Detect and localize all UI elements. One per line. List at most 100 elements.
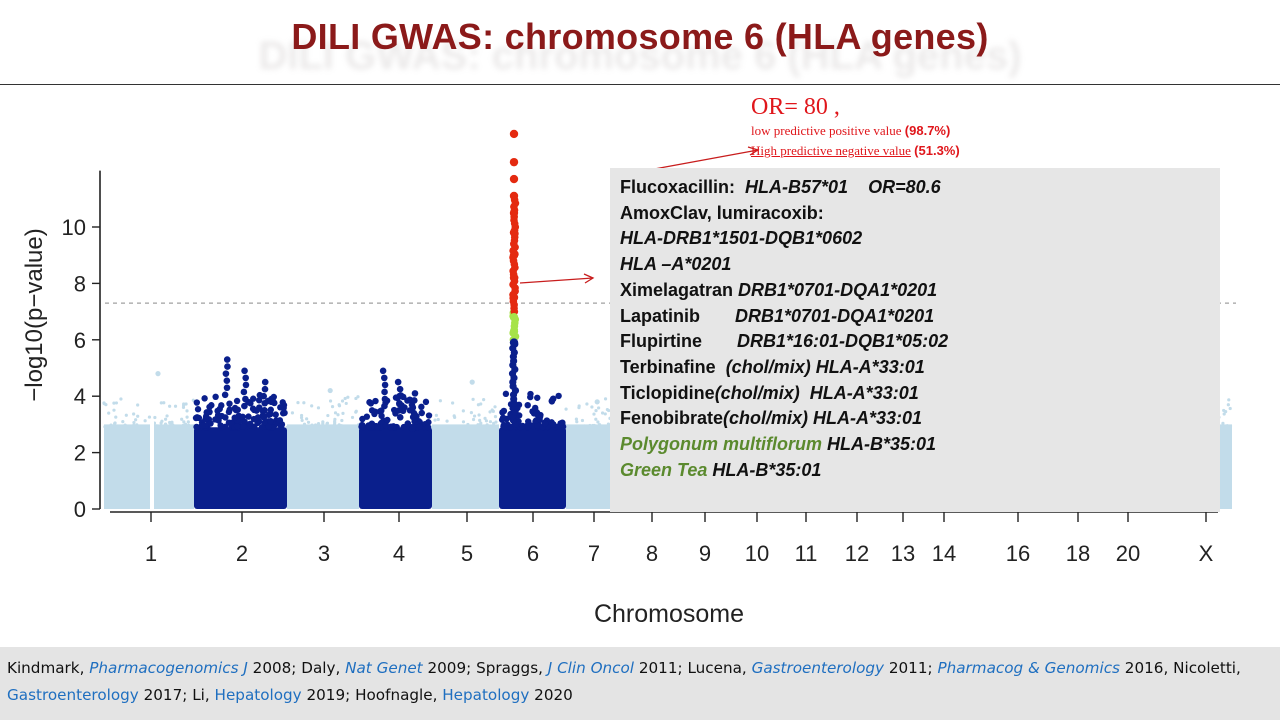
snp-point: [390, 406, 398, 414]
hla-allele: (chol/mix) HLA-A*33:01: [714, 382, 919, 403]
snp-point: [339, 425, 343, 429]
snp-point: [396, 392, 403, 400]
snp-point: [534, 422, 541, 429]
x-tick-label: 5: [461, 541, 473, 566]
snp-point: [541, 420, 549, 427]
snp-point: [157, 425, 162, 429]
drug-row: HLA –A*0201: [620, 252, 948, 278]
snp-point: [147, 415, 152, 419]
chromosome-4-band: [359, 427, 432, 509]
snp-point: [260, 414, 268, 421]
drug-name: Ticlopidine: [620, 382, 715, 403]
snp-point: [436, 417, 440, 422]
snp-point: [113, 421, 117, 426]
snp-point: [603, 412, 607, 416]
snp-point: [296, 401, 300, 405]
x-axis-label: Chromosome: [594, 600, 744, 628]
snp-point: [212, 416, 219, 423]
snp-point: [330, 405, 335, 409]
snp-point: [272, 411, 279, 418]
reference-journal: Hepatology: [442, 686, 530, 704]
snp-point: [378, 412, 385, 420]
y-tick-label: 8: [74, 271, 86, 296]
top-hit-points-layer: [508, 129, 520, 428]
reference-author: Lucena,: [687, 659, 752, 677]
snp-point: [155, 424, 159, 428]
x-tick-label: 18: [1066, 541, 1090, 566]
top-hit-point: [509, 157, 519, 167]
snp-point: [350, 415, 355, 420]
snp-point: [289, 425, 294, 429]
chromosome-2-band: [194, 427, 287, 509]
reference-author: Nicoletti,: [1173, 659, 1241, 677]
snp-point: [425, 412, 433, 419]
snp-point: [488, 410, 492, 414]
hla-allele: HLA-DRB1*1501-DQB1*0602: [620, 228, 863, 249]
snp-point: [525, 418, 532, 425]
x-tick-label: 2: [236, 541, 248, 566]
x-tick-label: 6: [527, 541, 539, 566]
drug-name: Flucoxacillin:: [620, 177, 746, 197]
snp-point: [132, 420, 136, 425]
ppv-line: low predictive positive value (98.7%): [751, 121, 960, 141]
snp-point: [600, 411, 605, 415]
snp-point: [566, 425, 570, 429]
snp-point: [439, 424, 444, 428]
snp-point: [603, 397, 608, 401]
snp-point: [121, 420, 125, 424]
snp-point: [365, 423, 373, 430]
snp-point: [379, 367, 387, 375]
snp-point: [207, 420, 214, 427]
x-tick-label: 10: [745, 541, 769, 566]
snp-point: [212, 393, 219, 401]
snp-point: [447, 425, 451, 429]
x-tick-label: X: [1199, 541, 1214, 566]
snp-point: [434, 425, 438, 429]
snp-point: [471, 417, 476, 422]
snp-point: [221, 391, 229, 399]
snp-point: [471, 397, 475, 401]
snp-point: [193, 423, 200, 431]
snp-point: [260, 392, 267, 400]
snp-point: [342, 425, 347, 429]
y-tick-labels: 0 2 4 6 8 10: [62, 215, 86, 522]
x-tick-label: 20: [1116, 541, 1140, 566]
snp-point: [418, 409, 425, 417]
snp-point: [226, 400, 233, 407]
snp-point: [132, 423, 136, 427]
snp-point: [582, 424, 587, 428]
reference-author: Li,: [192, 686, 215, 704]
snp-point: [277, 404, 284, 411]
snp-point: [596, 420, 600, 424]
snp-point: [222, 414, 229, 421]
snp-point: [469, 411, 474, 415]
snp-point: [478, 418, 482, 423]
snp-point: [574, 417, 579, 421]
snp-point: [494, 424, 498, 429]
snp-point: [555, 392, 562, 400]
snp-point: [159, 401, 163, 405]
reference-author: Daly,: [301, 659, 346, 677]
snp-point: [594, 417, 598, 421]
drug-name: Green Tea: [620, 459, 708, 480]
snp-point: [138, 424, 143, 429]
snp-point: [483, 416, 487, 420]
reference-year: 2017;: [138, 686, 193, 704]
snp-point: [594, 425, 598, 429]
snp-point: [224, 363, 231, 370]
snp-point: [575, 420, 579, 424]
snp-point: [302, 422, 307, 426]
references-footer: Kindmark, Pharmacogenomics J 2008; Daly,…: [0, 647, 1280, 720]
title-divider: [0, 84, 1280, 85]
snp-point: [564, 407, 568, 411]
reference-journal: Hepatology: [214, 686, 302, 704]
snp-point: [162, 401, 166, 405]
axes-layer: [92, 170, 1218, 522]
snp-point: [466, 422, 470, 427]
snp-point: [322, 425, 326, 429]
snp-point: [585, 402, 589, 406]
snp-point: [340, 399, 345, 403]
snp-point: [114, 401, 119, 405]
snp-point: [570, 425, 575, 429]
snp-point: [577, 404, 581, 408]
